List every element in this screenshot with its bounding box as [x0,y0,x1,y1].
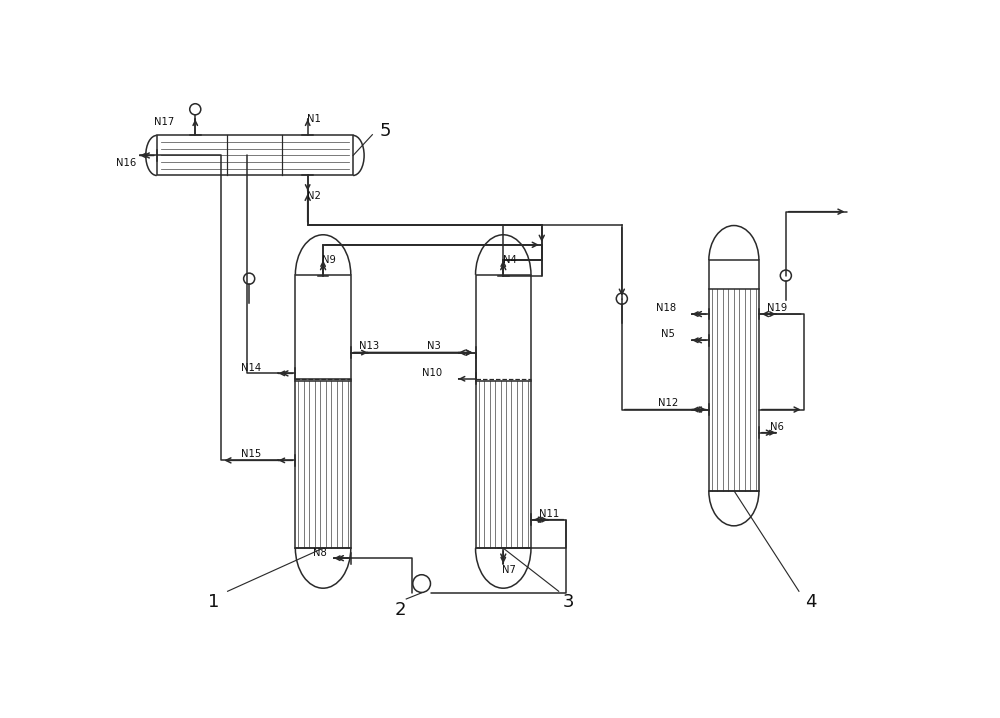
Bar [295,275,351,548]
Bar [476,275,531,548]
Text: N10: N10 [422,368,442,378]
Text: N19: N19 [767,303,788,313]
Text: N6: N6 [770,421,784,432]
Text: N17: N17 [154,116,175,126]
Text: 3: 3 [562,593,574,611]
Text: N9: N9 [322,255,336,265]
Text: N14: N14 [241,363,261,373]
Text: 1: 1 [208,593,219,611]
Text: N8: N8 [313,548,327,558]
Text: N7: N7 [502,565,516,574]
Text: 5: 5 [380,122,391,140]
Bar [157,136,353,175]
Text: N1: N1 [307,114,321,124]
Text: 4: 4 [806,593,817,611]
Text: N11: N11 [539,509,560,519]
Text: 2: 2 [395,601,407,619]
Text: N15: N15 [241,449,261,460]
Bar [709,260,759,491]
Text: N18: N18 [656,303,677,313]
Text: N16: N16 [116,158,136,168]
Text: N4: N4 [503,255,516,265]
Text: N2: N2 [307,191,321,201]
Text: N5: N5 [661,329,675,339]
Text: N13: N13 [359,342,379,351]
Text: N3: N3 [427,342,441,351]
Text: N12: N12 [658,398,678,409]
